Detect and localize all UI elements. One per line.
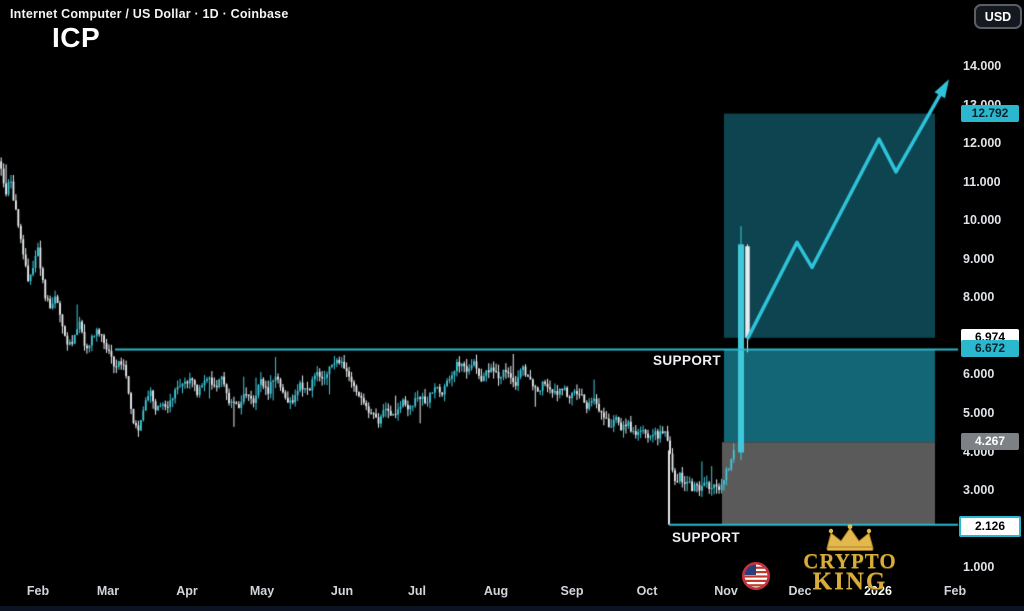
currency-button[interactable]: USD bbox=[974, 4, 1022, 29]
price-tick-label: 8.000 bbox=[963, 290, 995, 305]
price-label-target-12-792: 12.792 bbox=[961, 104, 1019, 122]
price-tick-label: 11.000 bbox=[963, 174, 1001, 189]
price-tick-label: 3.000 bbox=[963, 483, 995, 498]
time-tick-label: Jun bbox=[330, 584, 354, 598]
time-tick-label: Dec bbox=[788, 584, 812, 598]
time-tick-label: Apr bbox=[176, 584, 198, 598]
price-tick-label: 12.000 bbox=[963, 136, 1002, 151]
price-label-support-6-672: 6.672 bbox=[961, 340, 1019, 358]
ticker-watermark: ICP bbox=[52, 22, 101, 53]
price-tick-label: 9.000 bbox=[963, 251, 995, 266]
logo-text-king: KING bbox=[812, 568, 888, 595]
price-tick-label: 14.000 bbox=[963, 59, 1002, 73]
time-tick-label: Feb bbox=[943, 584, 967, 598]
time-tick-label: Sep bbox=[560, 584, 584, 598]
time-tick-label: Nov bbox=[714, 584, 738, 598]
support-label-lower[interactable]: SUPPORT bbox=[672, 529, 741, 545]
time-tick-label: Jul bbox=[407, 584, 427, 598]
time-tick-label: Oct bbox=[636, 584, 658, 598]
price-label-zone-4-267: 4.267 bbox=[961, 433, 1019, 451]
time-axis[interactable]: Feb Mar Apr May Jun Jul Aug Sep Oct Nov Dec 2026 Feb bbox=[0, 578, 1024, 606]
time-tick-label: Feb bbox=[26, 584, 50, 598]
price-tick-label: 6.000 bbox=[963, 367, 995, 382]
time-tick-label: 2026 bbox=[864, 584, 892, 598]
symbol-title[interactable]: Internet Computer / US Dollar · 1D · Coi… bbox=[10, 7, 289, 21]
support-label-upper[interactable]: SUPPORT bbox=[653, 353, 722, 369]
price-tick-label: 10.000 bbox=[963, 213, 1002, 228]
crown-icon bbox=[826, 524, 874, 551]
price-axis[interactable]: 12.792 6.974 6.672 4.267 2.126 14.00013.… bbox=[958, 0, 1024, 575]
time-tick-label: Mar bbox=[96, 584, 120, 598]
price-tick-label: 1.000 bbox=[963, 560, 995, 575]
logo-text-crypto: CRYPTO bbox=[803, 549, 897, 573]
time-tick-label: Aug bbox=[483, 584, 509, 598]
price-label-support-2-126: 2.126 bbox=[959, 515, 1021, 537]
time-tick-label: May bbox=[249, 584, 275, 598]
crypto-king-logo: CRYPTO KING bbox=[790, 524, 910, 595]
bottom-divider bbox=[0, 606, 1024, 611]
us-flag-icon bbox=[741, 561, 771, 591]
price-tick-label: 5.000 bbox=[963, 405, 995, 420]
